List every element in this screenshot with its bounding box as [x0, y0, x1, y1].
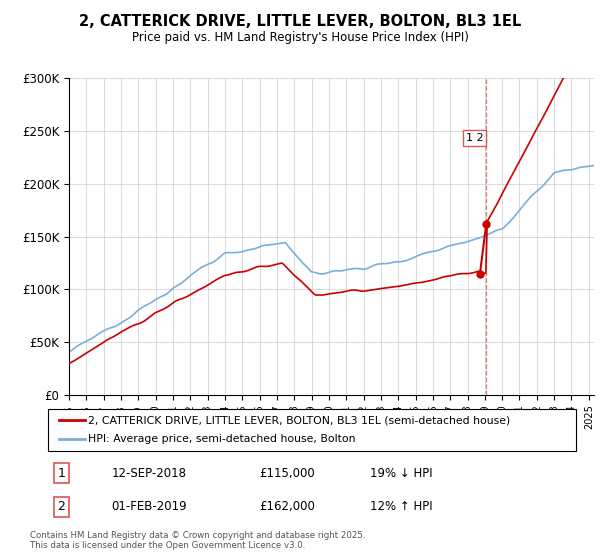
Text: £115,000: £115,000 [259, 467, 315, 480]
Text: 01-FEB-2019: 01-FEB-2019 [112, 500, 187, 514]
Text: 19% ↓ HPI: 19% ↓ HPI [370, 467, 433, 480]
Text: 1 2: 1 2 [466, 133, 484, 143]
Text: HPI: Average price, semi-detached house, Bolton: HPI: Average price, semi-detached house,… [88, 435, 355, 445]
Text: 2, CATTERICK DRIVE, LITTLE LEVER, BOLTON, BL3 1EL (semi-detached house): 2, CATTERICK DRIVE, LITTLE LEVER, BOLTON… [88, 415, 510, 425]
Text: Contains HM Land Registry data © Crown copyright and database right 2025.
This d: Contains HM Land Registry data © Crown c… [30, 530, 365, 550]
Text: £162,000: £162,000 [259, 500, 315, 514]
Text: 2: 2 [57, 500, 65, 514]
Text: 12% ↑ HPI: 12% ↑ HPI [370, 500, 433, 514]
Text: Price paid vs. HM Land Registry's House Price Index (HPI): Price paid vs. HM Land Registry's House … [131, 31, 469, 44]
Text: 1: 1 [57, 467, 65, 480]
Text: 12-SEP-2018: 12-SEP-2018 [112, 467, 187, 480]
Text: 2, CATTERICK DRIVE, LITTLE LEVER, BOLTON, BL3 1EL: 2, CATTERICK DRIVE, LITTLE LEVER, BOLTON… [79, 14, 521, 29]
